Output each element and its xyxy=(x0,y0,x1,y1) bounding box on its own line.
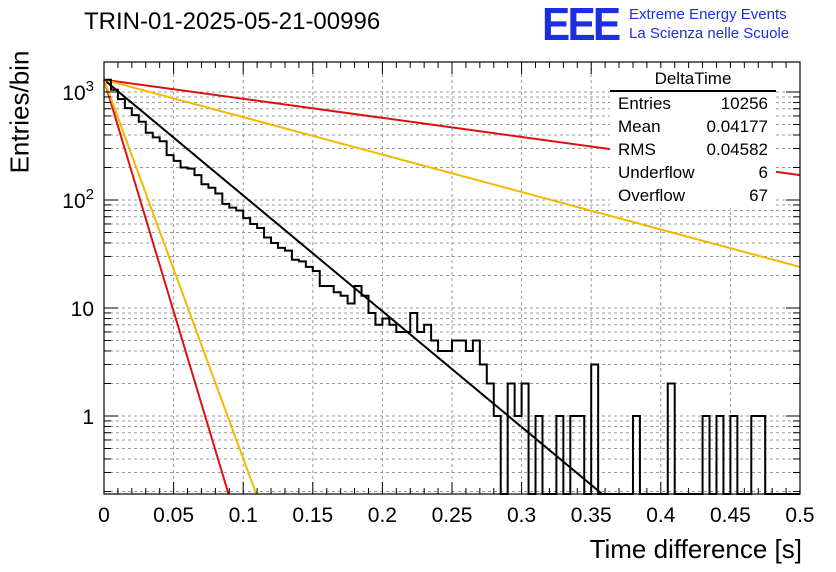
x-tick-label: 0.1 xyxy=(229,504,258,527)
y-tick-label: 102 xyxy=(62,186,94,213)
x-tick-label: 0.25 xyxy=(432,504,473,527)
eee-logo: EEE Extreme Energy Events La Scienza nel… xyxy=(542,0,789,50)
run-title: TRIN-01-2025-05-21-00996 xyxy=(84,8,381,35)
stats-row-underflow: Underflow 6 xyxy=(610,161,776,184)
y-tick-label: 103 xyxy=(62,78,94,105)
stats-row-rms: RMS 0.04582 xyxy=(610,138,776,161)
stats-row-overflow: Overflow 67 xyxy=(610,184,776,207)
y-tick-label: 1 xyxy=(82,406,94,429)
fit-curve xyxy=(103,78,603,495)
logo-line-1: Extreme Energy Events xyxy=(629,6,787,23)
stats-label: Underflow xyxy=(618,163,695,182)
fit-curve xyxy=(103,78,801,268)
y-axis-title: Entries/bin xyxy=(4,50,35,174)
fit-curve xyxy=(103,79,258,495)
x-tick-label: 0.05 xyxy=(153,504,194,527)
x-axis-title: Time difference [s] xyxy=(589,534,802,564)
y-tick-labels: 1 10 102 103 xyxy=(62,78,94,429)
logo-mark: EEE xyxy=(542,0,621,50)
stats-value: 67 xyxy=(749,186,768,205)
logo-caption: Extreme Energy Events La Scienza nelle S… xyxy=(629,5,789,43)
stats-label: Mean xyxy=(618,117,661,136)
x-tick-label: 0.35 xyxy=(571,504,612,527)
stats-value: 0.04177 xyxy=(706,117,768,136)
stats-value: 6 xyxy=(758,163,768,182)
x-tick-label: 0.4 xyxy=(646,504,676,527)
stats-value: 0.04582 xyxy=(706,140,768,159)
stats-label: Overflow xyxy=(618,186,686,205)
fit-curve xyxy=(103,79,230,495)
x-tick-label: 0.5 xyxy=(785,504,814,527)
stats-title: DeltaTime xyxy=(610,68,776,92)
stats-value: 10256 xyxy=(720,94,768,113)
stats-row-entries: Entries 10256 xyxy=(610,92,776,115)
y-tick-label: 10 xyxy=(71,298,94,321)
logo-line-2: La Scienza nelle Scuole xyxy=(629,25,790,42)
stats-label: Entries xyxy=(618,94,671,113)
x-tick-label: 0.2 xyxy=(368,504,397,527)
stats-label: RMS xyxy=(618,140,656,159)
x-tick-labels: 0 0.05 0.1 0.15 0.2 0.25 0.3 0.35 0.4 0.45 0.5 xyxy=(98,504,814,527)
x-tick-label: 0.15 xyxy=(292,504,333,527)
x-tick-label: 0.45 xyxy=(710,504,751,527)
x-tick-label: 0.3 xyxy=(507,504,536,527)
x-tick-label: 0 xyxy=(98,504,110,527)
stats-row-mean: Mean 0.04177 xyxy=(610,115,776,138)
axis-ticks xyxy=(103,62,801,494)
stats-box: DeltaTime Entries 10256 Mean 0.04177 RMS… xyxy=(610,68,776,208)
